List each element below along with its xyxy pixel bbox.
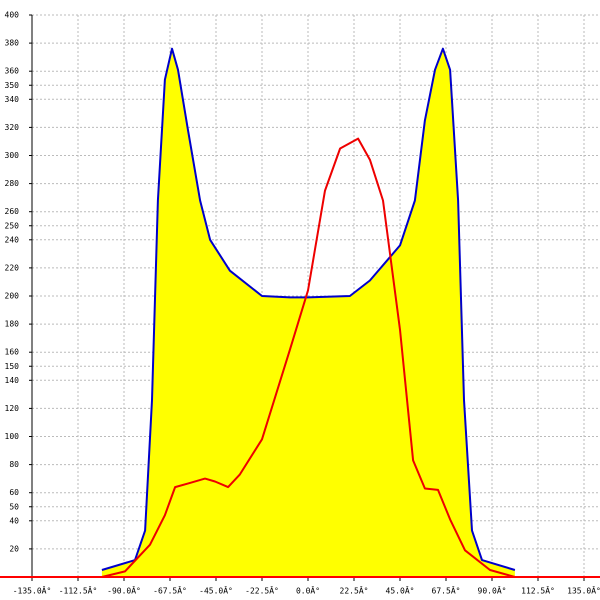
- y-tick-label: 350: [5, 81, 20, 90]
- y-tick-label: 380: [5, 39, 20, 48]
- y-tick-label: 50: [9, 502, 19, 511]
- y-tick-label: 40: [9, 516, 19, 525]
- series-line: [101, 137, 516, 578]
- y-tick-label: 320: [5, 123, 20, 132]
- x-tick-label: 22.5Â°: [340, 585, 369, 596]
- y-tick-label: 300: [5, 151, 20, 160]
- x-tick-label: -90.0Â°: [107, 585, 141, 596]
- y-tick-label: 180: [5, 320, 20, 329]
- x-tick-label: 90.0Â°: [478, 585, 507, 596]
- x-tick-label: -22.5Â°: [245, 585, 279, 596]
- y-tick-label: 340: [5, 95, 20, 104]
- x-tick-label: 112.5Â°: [521, 585, 555, 596]
- y-tick-label: 360: [5, 67, 20, 76]
- y-tick-label: 160: [5, 348, 20, 357]
- y-tick-label: 200: [5, 292, 20, 301]
- x-tick-label: -67.5Â°: [153, 585, 187, 596]
- y-tick-label: 250: [5, 221, 20, 230]
- y-tick-label: 280: [5, 179, 20, 188]
- y-tick-label: 60: [9, 488, 19, 497]
- y-tick-label: 100: [5, 432, 20, 441]
- y-tick-label: 140: [5, 376, 20, 385]
- y-tick-label: 80: [9, 460, 19, 469]
- x-tick-label: -112.5Â°: [59, 585, 98, 596]
- y-tick-label: 240: [5, 235, 20, 244]
- x-tick-label: 0.0Â°: [296, 585, 320, 596]
- x-tick-label: -45.0Â°: [199, 585, 233, 596]
- x-tick-label: 45.0Â°: [386, 585, 415, 596]
- y-tick-label: 150: [5, 362, 20, 371]
- y-tick-label: 220: [5, 263, 20, 272]
- y-tick-label: 400: [5, 11, 20, 20]
- series-line: [101, 47, 516, 571]
- y-tick-label: 120: [5, 404, 20, 413]
- y-tick-label: 20: [9, 544, 19, 553]
- x-tick-label: -135.0Â°: [13, 585, 52, 596]
- y-tick-label: 260: [5, 207, 20, 216]
- x-tick-label: 67.5Â°: [432, 585, 461, 596]
- x-tick-label: 135.0Â°: [567, 585, 600, 596]
